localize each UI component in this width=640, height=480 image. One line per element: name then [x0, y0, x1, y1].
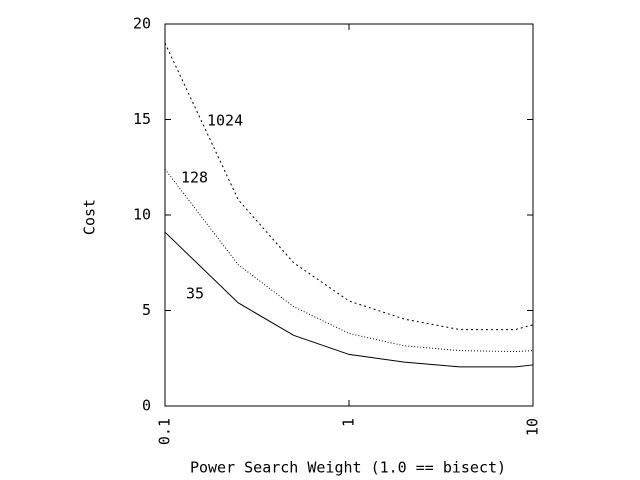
series-label: 128 — [181, 169, 208, 187]
series-label: 1024 — [207, 112, 243, 130]
x-tick-label: 10 — [524, 418, 542, 436]
series-label: 35 — [186, 285, 204, 303]
x-axis-label: Power Search Weight (1.0 == bisect) — [190, 459, 506, 477]
x-tick-label: 1 — [340, 418, 358, 427]
series-line — [164, 168, 534, 353]
series-line — [164, 231, 534, 368]
y-axis-label: Cost — [81, 199, 99, 235]
y-tick-label: 20 — [133, 15, 151, 33]
y-tick-label: 0 — [142, 397, 151, 415]
series-line — [164, 42, 534, 331]
y-tick-label: 15 — [133, 110, 151, 128]
x-tick-label: 0.1 — [156, 418, 174, 445]
y-tick-label: 5 — [142, 301, 151, 319]
y-tick-label: 10 — [133, 206, 151, 224]
